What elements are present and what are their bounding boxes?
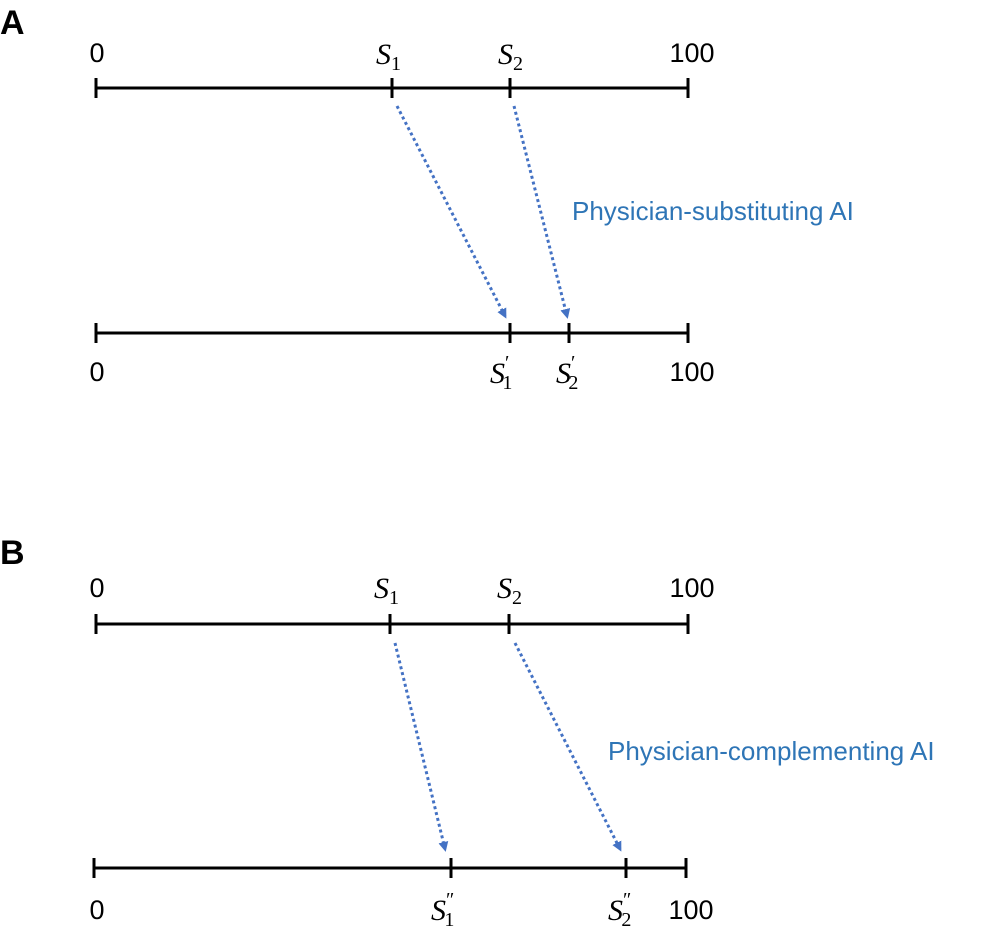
scale-min-label: 0 (89, 895, 104, 925)
shift-arrow-s1 (393, 642, 449, 852)
shift-arrow-s2 (512, 105, 571, 319)
panel-b-bottom-scale: 0 100 S″ 1 S″ 2 (89, 858, 714, 930)
marker-s1: S1 (376, 38, 401, 98)
marker-s2-prime: S′ 2 (556, 323, 578, 394)
marker-label: S2 (497, 572, 522, 609)
scale-max-label: 100 (669, 38, 714, 68)
panel-a-top-scale: 0 100 S1 S2 (89, 38, 715, 98)
marker-s1-prime: S′ 1 (490, 323, 512, 394)
scale-max-label: 100 (669, 573, 714, 603)
scale-min-label: 0 (89, 38, 104, 68)
panel-a: A 0 100 S1 S2 Physician-substituting AI (0, 4, 854, 394)
marker-label: S1 (376, 38, 401, 75)
shift-arrow-s2 (513, 642, 622, 852)
panel-b: B 0 100 S1 S2 Physician-complementing AI (0, 534, 935, 930)
marker-label: S2 (498, 38, 523, 75)
marker-label: S′ 2 (556, 352, 578, 394)
scale-min-label: 0 (89, 357, 104, 387)
panel-b-top-scale: 0 100 S1 S2 (89, 572, 715, 634)
marker-s2: S2 (497, 572, 522, 634)
panel-b-letter: B (0, 534, 25, 572)
marker-s2-double-prime: S″ 2 (608, 858, 631, 930)
panel-a-bottom-scale: 0 100 S′ 1 S′ 2 (89, 323, 715, 394)
shift-arrow-s1 (395, 105, 507, 319)
marker-s1-double-prime: S″ 1 (431, 858, 454, 930)
scale-max-label: 100 (668, 895, 713, 925)
ai-type-label: Physician-substituting AI (572, 196, 854, 226)
marker-s2: S2 (498, 38, 523, 98)
ai-type-label: Physician-complementing AI (608, 736, 935, 766)
panel-a-letter: A (0, 4, 25, 42)
marker-label: S″ 1 (431, 889, 454, 930)
scale-min-label: 0 (89, 573, 104, 603)
marker-label: S″ 2 (608, 889, 631, 930)
scale-max-label: 100 (669, 357, 714, 387)
marker-label: S1 (374, 572, 399, 609)
marker-label: S′ 1 (490, 352, 512, 394)
marker-s1: S1 (374, 572, 399, 634)
